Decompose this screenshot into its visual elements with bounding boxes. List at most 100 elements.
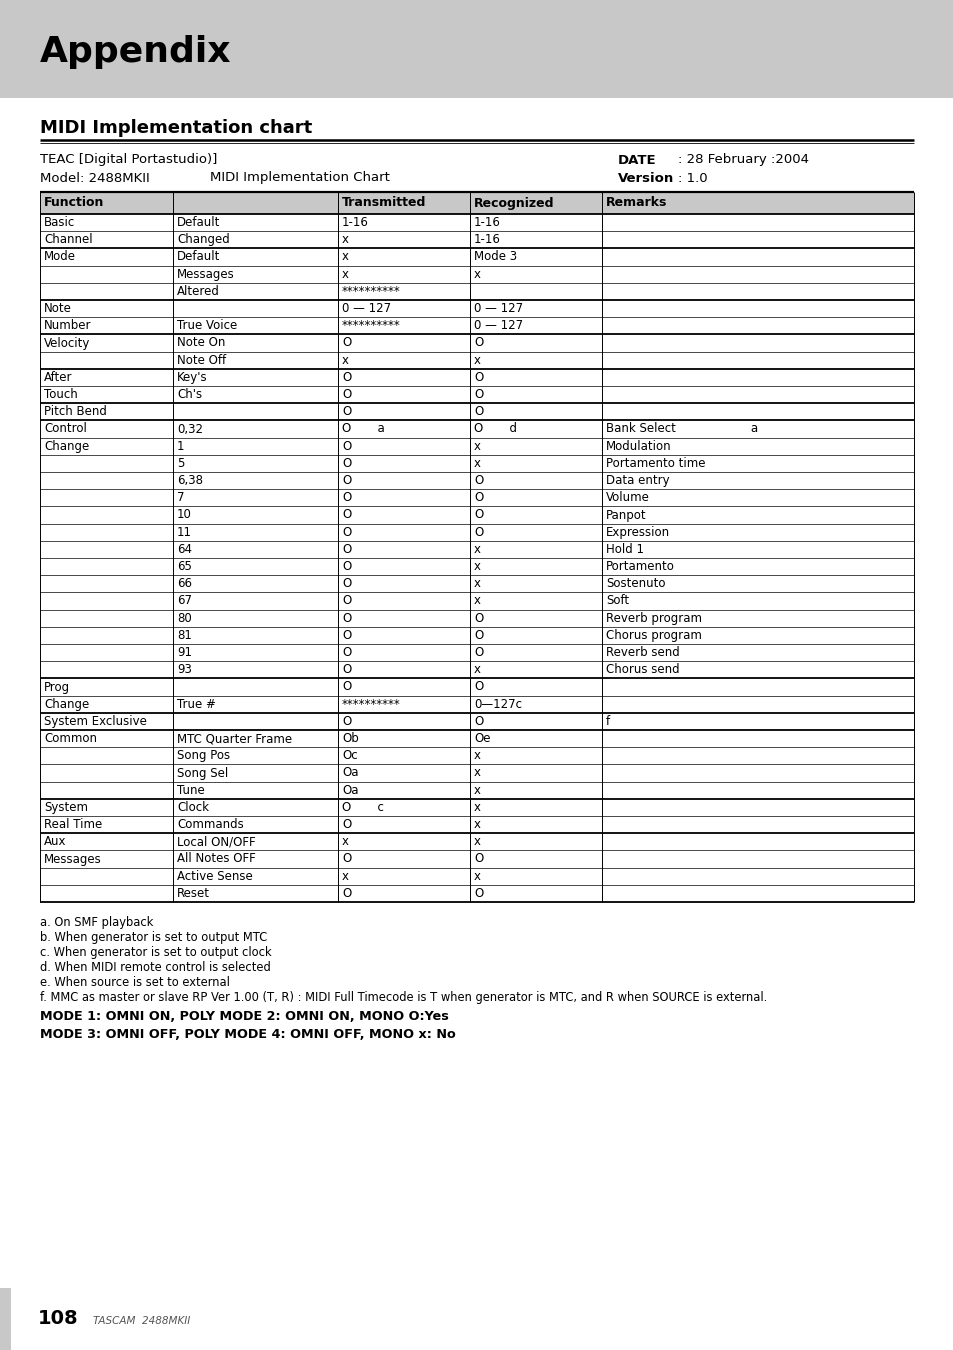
Text: Hold 1: Hold 1 [605, 543, 643, 556]
Text: After: After [44, 371, 72, 383]
Text: O       c: O c [341, 801, 383, 814]
Text: O: O [341, 612, 351, 625]
Text: 67: 67 [177, 594, 192, 608]
Text: Real Time: Real Time [44, 818, 102, 832]
Text: System Exclusive: System Exclusive [44, 716, 147, 728]
Text: O: O [474, 491, 483, 505]
Text: O: O [341, 371, 351, 383]
Text: x: x [474, 818, 480, 832]
Text: Function: Function [44, 197, 104, 209]
Text: Local ON/OFF: Local ON/OFF [177, 836, 255, 848]
Text: O: O [474, 647, 483, 659]
Text: MTC Quarter Frame: MTC Quarter Frame [177, 732, 292, 745]
Text: O: O [341, 491, 351, 505]
Text: Messages: Messages [177, 267, 234, 281]
Text: Prog: Prog [44, 680, 71, 694]
Text: Transmitted: Transmitted [341, 197, 426, 209]
Text: O: O [341, 387, 351, 401]
Text: Version: Version [618, 171, 674, 185]
Text: 65: 65 [177, 560, 192, 574]
Text: Key's: Key's [177, 371, 208, 383]
Text: **********: ********** [341, 320, 400, 332]
Text: Song Pos: Song Pos [177, 749, 230, 763]
Text: Bank Select                    a: Bank Select a [605, 423, 758, 436]
Text: **********: ********** [341, 285, 400, 298]
Text: O: O [474, 405, 483, 418]
Text: 108: 108 [38, 1310, 78, 1328]
Text: x: x [474, 784, 480, 796]
Text: Soft: Soft [605, 594, 628, 608]
Text: Song Sel: Song Sel [177, 767, 228, 779]
Text: 80: 80 [177, 612, 192, 625]
Text: O: O [341, 680, 351, 694]
Bar [0, 0, 953, 99]
Text: Mode: Mode [44, 251, 76, 263]
Text: Channel: Channel [44, 234, 92, 246]
Text: O: O [341, 525, 351, 539]
Text: O: O [341, 509, 351, 521]
Text: Portamento time: Portamento time [605, 456, 705, 470]
Text: O: O [341, 578, 351, 590]
Text: O: O [341, 887, 351, 900]
Text: Data entry: Data entry [605, 474, 669, 487]
Text: O: O [474, 371, 483, 383]
Text: 7: 7 [177, 491, 184, 505]
Text: Messages: Messages [44, 852, 102, 865]
Text: x: x [474, 836, 480, 848]
Text: O: O [474, 336, 483, 350]
Text: All Notes OFF: All Notes OFF [177, 852, 255, 865]
Text: Reverb send: Reverb send [605, 647, 679, 659]
Text: x: x [474, 869, 480, 883]
Text: 0 — 127: 0 — 127 [341, 302, 391, 315]
Text: Changed: Changed [177, 234, 230, 246]
Text: 6,38: 6,38 [177, 474, 203, 487]
Text: Oe: Oe [474, 732, 490, 745]
Text: Reverb program: Reverb program [605, 612, 701, 625]
Text: 1: 1 [177, 440, 184, 452]
Text: x: x [474, 578, 480, 590]
Text: x: x [474, 594, 480, 608]
Text: MIDI Implementation chart: MIDI Implementation chart [40, 119, 312, 136]
Text: x: x [474, 543, 480, 556]
Text: TEAC [Digital Portastudio)]: TEAC [Digital Portastudio)] [40, 154, 217, 166]
Text: Oa: Oa [341, 784, 358, 796]
Text: Ob: Ob [341, 732, 358, 745]
Text: O: O [474, 716, 483, 728]
Text: O: O [341, 852, 351, 865]
Text: x: x [474, 663, 480, 676]
Text: 66: 66 [177, 578, 192, 590]
Text: O: O [474, 612, 483, 625]
Text: 0 — 127: 0 — 127 [474, 302, 522, 315]
Text: 11: 11 [177, 525, 192, 539]
Text: 1-16: 1-16 [474, 216, 500, 230]
Text: Oa: Oa [341, 767, 358, 779]
Text: O: O [341, 440, 351, 452]
Text: O: O [341, 543, 351, 556]
Text: Reset: Reset [177, 887, 210, 900]
Text: 0 — 127: 0 — 127 [474, 320, 522, 332]
Text: Control: Control [44, 423, 87, 436]
Text: O: O [341, 456, 351, 470]
Text: 1-16: 1-16 [474, 234, 500, 246]
Text: O: O [341, 594, 351, 608]
Text: Ch's: Ch's [177, 387, 202, 401]
Text: a. On SMF playback: a. On SMF playback [40, 917, 153, 929]
Text: 0,32: 0,32 [177, 423, 203, 436]
Text: O: O [341, 629, 351, 641]
Text: x: x [474, 801, 480, 814]
Text: Portamento: Portamento [605, 560, 674, 574]
Text: Volume: Volume [605, 491, 649, 505]
Text: Tune: Tune [177, 784, 205, 796]
Text: e. When source is set to external: e. When source is set to external [40, 976, 230, 990]
Text: : 28 February :2004: : 28 February :2004 [678, 154, 808, 166]
Text: d. When MIDI remote control is selected: d. When MIDI remote control is selected [40, 961, 271, 973]
Text: True Voice: True Voice [177, 320, 237, 332]
Text: O: O [341, 716, 351, 728]
Text: x: x [474, 354, 480, 367]
Text: O: O [341, 647, 351, 659]
Text: Recognized: Recognized [474, 197, 554, 209]
Text: Number: Number [44, 320, 91, 332]
Text: 81: 81 [177, 629, 192, 641]
Text: x: x [474, 767, 480, 779]
Text: O: O [341, 405, 351, 418]
